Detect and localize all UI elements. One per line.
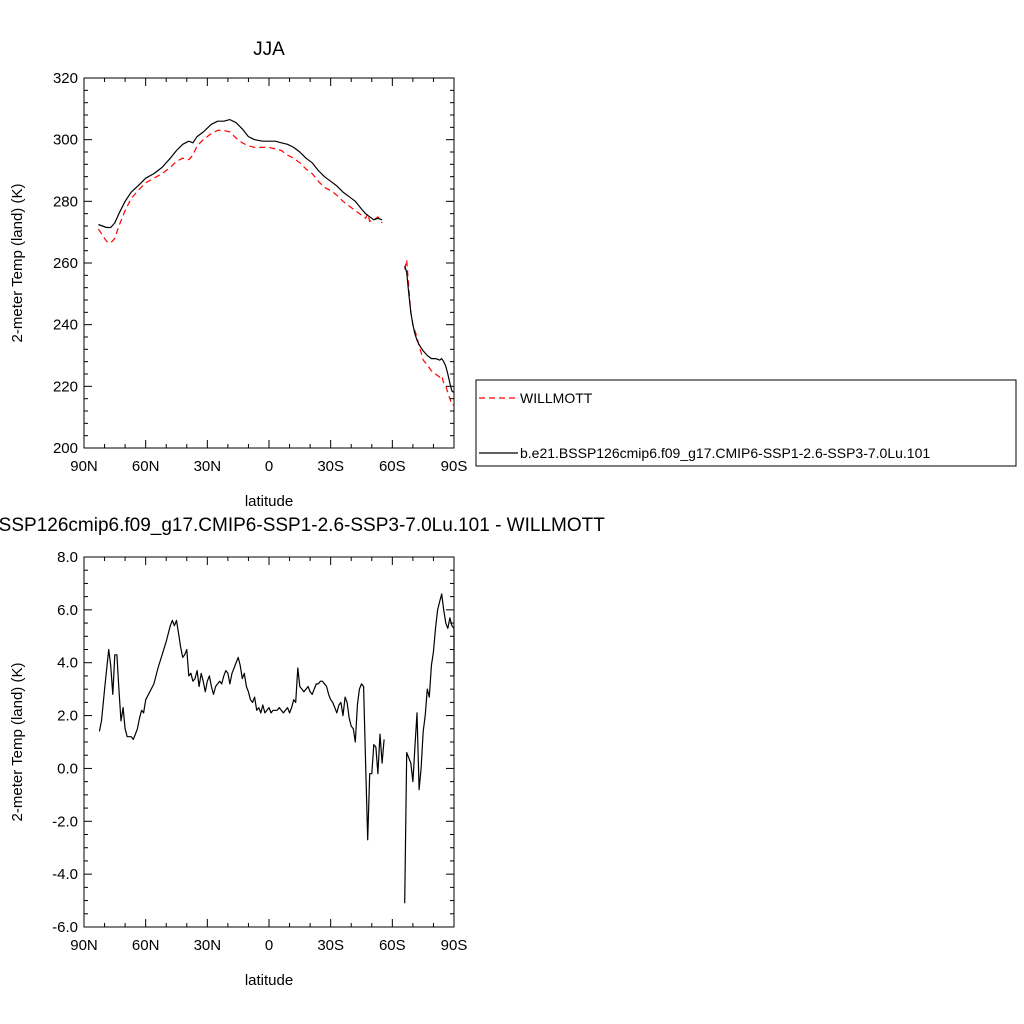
top-y-tick-label: 320 <box>53 70 78 87</box>
bottom-chart-ylabel: 2-meter Temp (land) (K) <box>9 663 26 822</box>
top-y-tick-label: 300 <box>53 132 78 149</box>
top-chart-ylabel: 2-meter Temp (land) (K) <box>9 184 26 343</box>
bottom-chart-frame <box>83 556 455 928</box>
top-series-1-line-segment-1 <box>404 265 455 393</box>
top-y-tick-label: 240 <box>53 317 78 334</box>
top-chart-frame <box>83 77 455 449</box>
bottom-y-tick-label: -4.0 <box>52 866 78 883</box>
bottom-x-tick-label: 0 <box>265 937 273 954</box>
bottom-x-tick-label: 60N <box>132 937 160 954</box>
top-x-tick-label: 90S <box>441 458 468 475</box>
bottom-series-0-line-segment-0 <box>98 619 385 841</box>
top-x-tick-label: 30N <box>194 458 222 475</box>
bottom-y-tick-label: 8.0 <box>57 549 78 566</box>
bottom-y-tick-label: 4.0 <box>57 655 78 672</box>
top-x-tick-label: 90N <box>70 458 98 475</box>
bottom-y-tick-label: 0.0 <box>57 760 78 777</box>
top-chart-ticks: 90N 60N 30N 0 30S 60S 90S 200 220 240 260 280 300 320 <box>53 70 467 475</box>
bottom-chart-title: b.e21.BSSP126cmip6.f09_g17.CMIP6-SSP1-2.… <box>0 515 605 536</box>
top-series-1-line-segment-0 <box>98 118 383 229</box>
bottom-y-tick-label: 6.0 <box>57 602 78 619</box>
bottom-x-tick-label: 90S <box>441 937 468 954</box>
legend: WILLMOTT b.e21.BSSP126cmip6.f09_g17.CMIP… <box>475 379 1017 467</box>
top-chart-plot <box>97 118 455 406</box>
top-chart-title: JJA <box>253 39 285 60</box>
top-y-tick-label: 220 <box>53 378 78 395</box>
bottom-x-tick-label: 60S <box>379 937 406 954</box>
top-chart-xlabel: latitude <box>245 493 293 510</box>
bottom-chart-plot <box>98 593 455 904</box>
bottom-x-tick-label: 30N <box>194 937 222 954</box>
bottom-x-tick-label: 30S <box>317 937 344 954</box>
top-chart: JJA 90N 60N 30N 0 30S 60S 90S 200 220 240 260 280 30… <box>9 39 467 510</box>
top-x-tick-label: 60S <box>379 458 406 475</box>
top-x-tick-label: 30S <box>317 458 344 475</box>
top-x-tick-label: 60N <box>132 458 160 475</box>
top-y-tick-label: 280 <box>53 193 78 210</box>
bottom-y-tick-label: -6.0 <box>52 919 78 936</box>
bottom-chart-xlabel: latitude <box>245 972 293 989</box>
bottom-x-tick-label: 90N <box>70 937 98 954</box>
top-series-0-line-segment-1 <box>404 259 454 406</box>
bottom-y-tick-label: 2.0 <box>57 708 78 725</box>
legend-label-model: b.e21.BSSP126cmip6.f09_g17.CMIP6-SSP1-2.… <box>520 445 930 461</box>
bottom-chart-ticks: 90N 60N 30N 0 30S 60S 90S -6.0 -4.0 -2.0 0.0 2.0 4.0… <box>52 549 467 954</box>
bottom-y-tick-label: -2.0 <box>52 813 78 830</box>
top-y-tick-label: 260 <box>53 255 78 272</box>
top-series-0-line-segment-0 <box>97 129 383 244</box>
top-y-tick-label: 200 <box>53 440 78 457</box>
legend-box <box>475 379 1017 467</box>
legend-label-willmott: WILLMOTT <box>520 390 593 406</box>
bottom-chart: b.e21.BSSP126cmip6.f09_g17.CMIP6-SSP1-2.… <box>0 515 605 989</box>
bottom-series-0-line-segment-1 <box>404 593 455 904</box>
top-x-tick-label: 0 <box>265 458 273 475</box>
